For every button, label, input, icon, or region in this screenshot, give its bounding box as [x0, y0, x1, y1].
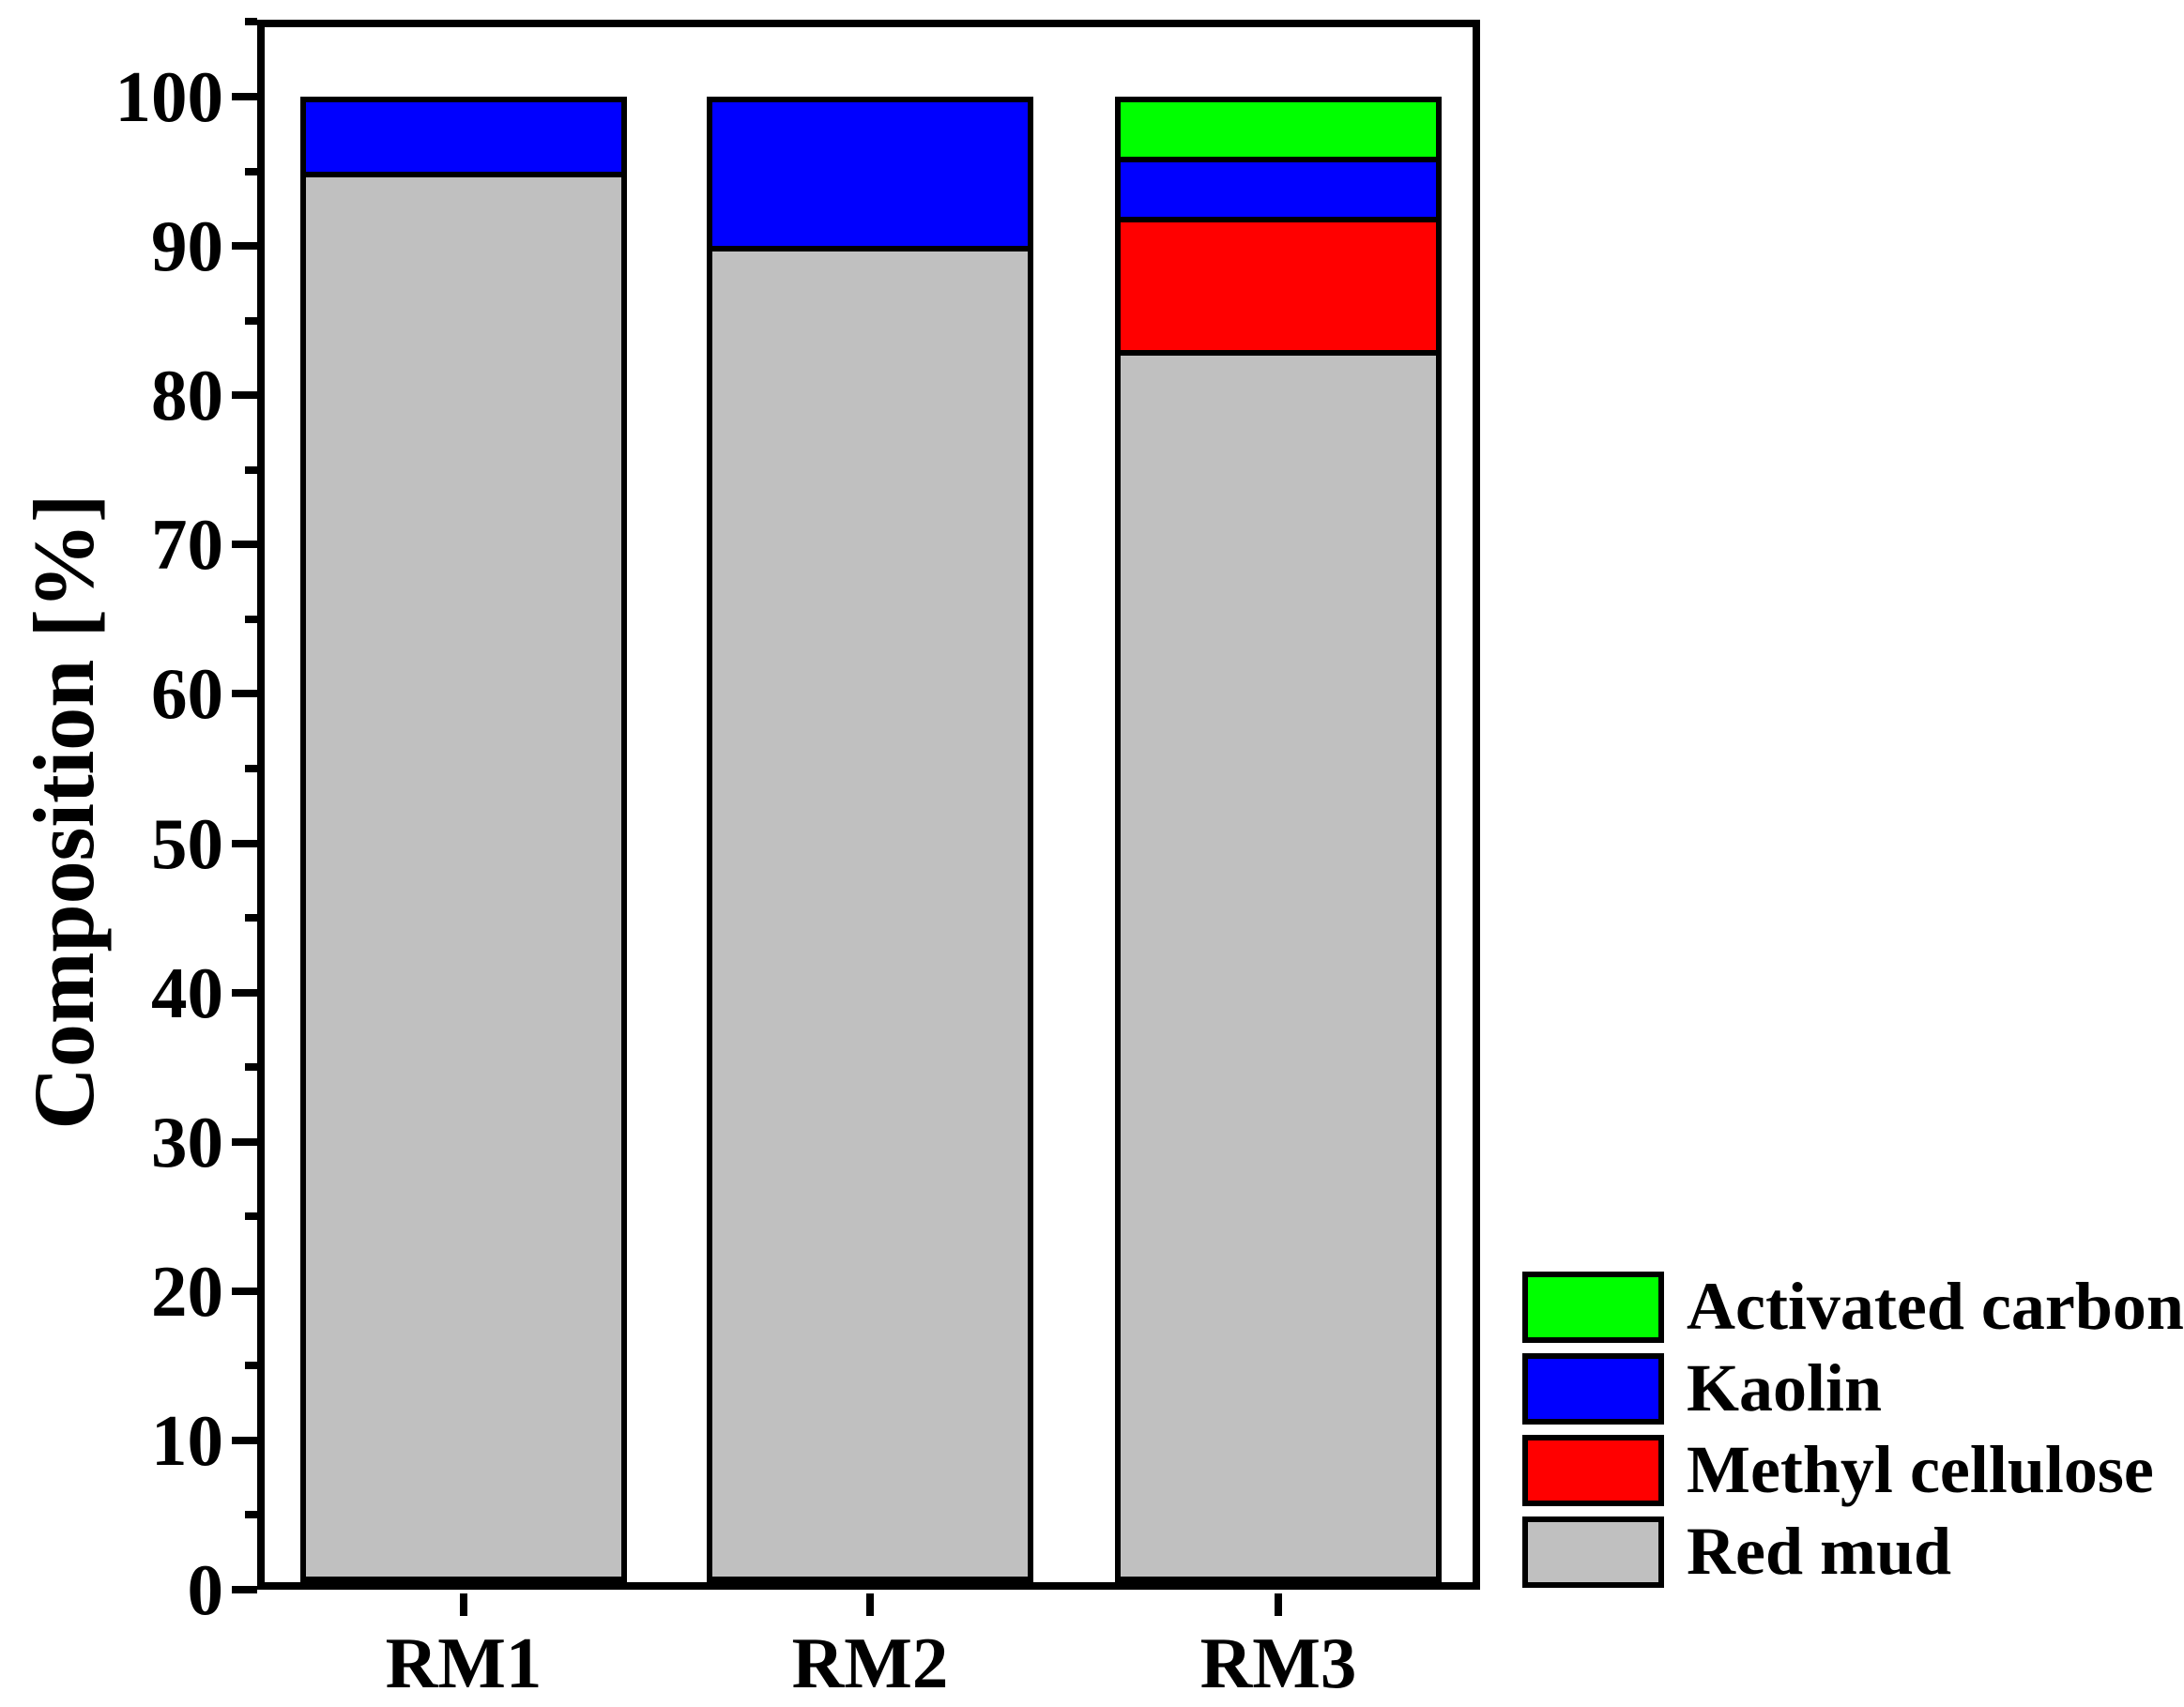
y-tick-label-100: 100 [115, 56, 224, 137]
y-major-tick-90 [232, 242, 257, 250]
bar-RM3-segment-kaolin [1115, 157, 1442, 222]
legend-swatch-activated-carbon [1522, 1271, 1664, 1343]
legend-item-methyl-cellulose: Methyl cellulose [1522, 1429, 2184, 1511]
legend-label: Methyl cellulose [1687, 1432, 2154, 1507]
y-minor-tick-25 [245, 1212, 257, 1220]
x-tick-RM2 [866, 1593, 874, 1616]
legend-item-activated-carbon: Activated carbon [1522, 1266, 2184, 1348]
y-tick-label-90: 90 [151, 206, 223, 286]
x-tick-RM1 [460, 1593, 467, 1616]
x-tick-label-RM2: RM2 [791, 1623, 949, 1703]
y-major-tick-30 [232, 1138, 257, 1146]
y-tick-label-70: 70 [151, 504, 223, 585]
y-minor-tick-75 [245, 466, 257, 474]
y-major-tick-50 [232, 840, 257, 847]
y-minor-tick-35 [245, 1063, 257, 1071]
y-major-tick-10 [232, 1437, 257, 1444]
y-tick-label-80: 80 [151, 355, 223, 435]
y-minor-tick-105 [245, 18, 257, 25]
y-major-tick-70 [232, 541, 257, 548]
y-minor-tick-55 [245, 765, 257, 772]
legend-swatch-kaolin [1522, 1352, 1664, 1425]
y-major-tick-80 [232, 391, 257, 399]
legend-swatch-red-mud [1522, 1516, 1664, 1588]
y-major-tick-60 [232, 690, 257, 697]
legend: Activated carbon Kaolin Methyl cellulose Re… [1522, 1266, 2184, 1593]
y-minor-tick-85 [245, 317, 257, 325]
y-tick-label-30: 30 [151, 1102, 223, 1182]
bar-RM1-segment-kaolin [300, 97, 627, 177]
legend-swatch-methyl-cellulose [1522, 1434, 1664, 1506]
bar-RM3-segment-methyl-cellulose [1115, 216, 1442, 356]
bar-RM2-segment-kaolin [707, 97, 1033, 251]
y-tick-label-40: 40 [151, 953, 223, 1033]
legend-label: Activated carbon [1687, 1269, 2184, 1344]
y-major-tick-20 [232, 1288, 257, 1295]
legend-item-red-mud: Red mud [1522, 1511, 2184, 1593]
y-tick-label-20: 20 [151, 1251, 223, 1332]
legend-label: Red mud [1687, 1514, 1952, 1589]
bar-RM2-segment-red-mud [707, 246, 1033, 1582]
y-minor-tick-5 [245, 1511, 257, 1518]
bar-RM3-segment-activated-carbon [1115, 97, 1442, 162]
y-minor-tick-95 [245, 168, 257, 175]
y-minor-tick-15 [245, 1362, 257, 1369]
x-tick-RM3 [1275, 1593, 1282, 1616]
y-major-tick-100 [232, 93, 257, 100]
y-tick-label-60: 60 [151, 653, 223, 734]
y-major-tick-40 [232, 989, 257, 997]
y-tick-label-50: 50 [151, 803, 223, 884]
y-minor-tick-65 [245, 616, 257, 623]
legend-label: Kaolin [1687, 1350, 1883, 1425]
y-major-tick-0 [232, 1586, 257, 1593]
bar-RM3-segment-red-mud [1115, 350, 1442, 1582]
x-tick-label-RM3: RM3 [1199, 1623, 1357, 1703]
bar-RM1-segment-red-mud [300, 172, 627, 1582]
y-minor-tick-45 [245, 914, 257, 922]
x-tick-label-RM1: RM1 [385, 1623, 542, 1703]
y-tick-label-10: 10 [151, 1400, 223, 1481]
y-tick-label-0: 0 [187, 1549, 224, 1630]
legend-item-kaolin: Kaolin [1522, 1348, 2184, 1429]
